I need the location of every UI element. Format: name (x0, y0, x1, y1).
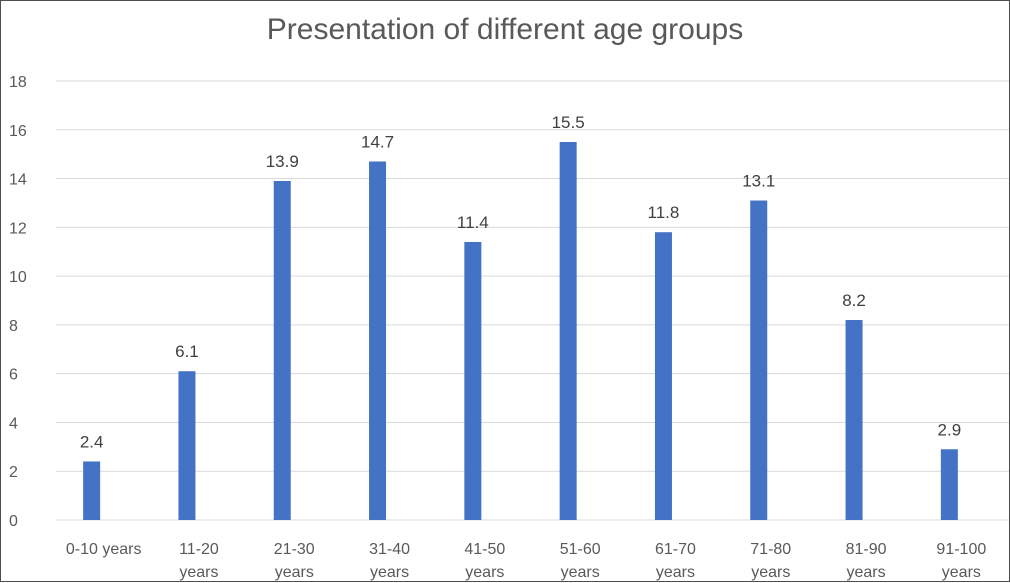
x-tick-label: 51-60 years (560, 541, 601, 581)
bar (654, 232, 672, 520)
bars (83, 141, 958, 520)
x-tick-label: 11-20 years (179, 541, 219, 581)
bar (845, 320, 863, 520)
data-label: 13.1 (742, 172, 775, 191)
y-tick-label: 4 (9, 415, 18, 432)
y-tick-label: 8 (9, 318, 18, 335)
y-tick-label: 0 (9, 513, 18, 530)
bar (940, 449, 958, 520)
y-tick-label: 18 (9, 74, 27, 91)
x-axis-ticks: 0-10 years 11-20 years 21-30 years 31-40 years… (66, 541, 987, 581)
x-tick-label: 71-80 years (750, 541, 791, 581)
x-tick-label: 41-50 years (464, 541, 505, 581)
y-tick-label: 2 (9, 464, 18, 481)
y-axis-ticks: 0 2 4 6 8 10 12 14 16 18 (9, 74, 27, 530)
y-tick-label: 10 (9, 269, 27, 286)
data-label: 13.9 (266, 152, 299, 171)
data-label: 6.1 (175, 342, 199, 361)
data-label: 2.4 (80, 432, 104, 451)
x-tick-label: 21-30 years (274, 541, 315, 581)
chart-title: Presentation of different age groups (266, 13, 744, 46)
data-label: 11.8 (648, 203, 680, 222)
x-tick-label: 0-10 years (66, 541, 142, 558)
data-labels: 2.4 6.1 13.9 14.7 11.4 15.5 11.8 13.1 8.2 2.9 (80, 113, 961, 451)
x-tick-label: 81-90 years (846, 541, 887, 581)
y-tick-label: 6 (9, 367, 18, 384)
y-tick-label: 12 (9, 220, 27, 237)
y-tick-label: 16 (9, 123, 27, 140)
data-label: 14.7 (361, 132, 394, 151)
data-label: 11.4 (457, 213, 489, 232)
data-label: 8.2 (842, 291, 866, 310)
bar (369, 161, 387, 520)
y-tick-label: 14 (9, 172, 27, 189)
x-tick-label: 91-100 years (936, 541, 986, 581)
bar (464, 241, 482, 520)
bar (83, 461, 101, 520)
x-tick-label: 61-70 years (655, 541, 696, 581)
bar (273, 180, 291, 520)
bar (750, 200, 768, 520)
x-tick-label: 31-40 years (369, 541, 410, 581)
bar (178, 371, 196, 520)
bar (559, 141, 577, 520)
gridlines (56, 80, 1009, 521)
data-label: 2.9 (938, 420, 962, 439)
data-label: 15.5 (552, 113, 585, 132)
